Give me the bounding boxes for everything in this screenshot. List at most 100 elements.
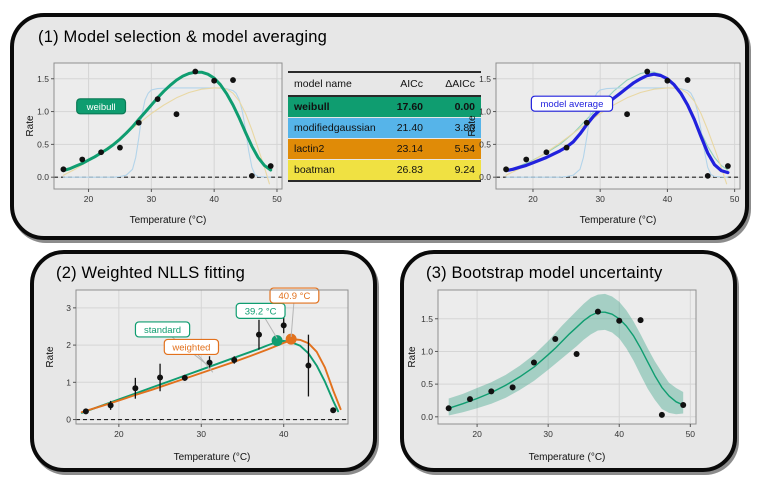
svg-text:40: 40: [209, 194, 219, 204]
data-point: [107, 402, 114, 409]
panel-3-title: (3) Bootstrap model uncertainty: [426, 264, 663, 282]
cell-aicc: 17.60: [396, 101, 423, 113]
svg-text:1.5: 1.5: [421, 314, 433, 324]
data-point: [154, 96, 161, 102]
cell-delta-aicc: 5.54: [454, 143, 475, 155]
data-point: [98, 149, 105, 156]
data-point: [637, 317, 644, 324]
svg-text:40: 40: [615, 429, 625, 439]
data-point: [248, 172, 255, 179]
svg-text:3: 3: [66, 303, 71, 313]
y-axis-label: Rate: [45, 346, 56, 368]
data-point: [211, 77, 218, 84]
series-lactin2-faint: [505, 87, 728, 185]
svg-text:0.0: 0.0: [37, 172, 49, 182]
annotation-box: [134, 321, 191, 338]
header-model-name: model name: [294, 78, 352, 90]
svg-text:0: 0: [66, 415, 71, 425]
axis-tick-labels: 20 30 40 50 0.0 0.5 1.0 1.5: [421, 314, 695, 439]
data-point: [173, 111, 180, 118]
table-row-lactin2: lactin2 23.14 5.54: [288, 139, 481, 160]
plot-background: [76, 290, 348, 424]
y-axis-label: Rate: [25, 115, 36, 137]
plot-background: [496, 63, 740, 189]
data-point: [181, 374, 188, 381]
data-point: [79, 156, 86, 163]
data-point: [658, 411, 665, 418]
header-delta-aicc: ΔAICc: [445, 78, 475, 90]
data-point: [530, 359, 537, 366]
plot-frame: [75, 289, 349, 425]
data-point: [445, 405, 452, 412]
data-point: [230, 77, 236, 83]
data-point: [157, 374, 164, 381]
data-point: [60, 166, 67, 173]
svg-text:0.5: 0.5: [37, 139, 49, 149]
series-bootstrap-fit: [448, 311, 684, 410]
data-point: [594, 308, 601, 315]
svg-text:30: 30: [197, 429, 207, 439]
annotation-box: [530, 95, 614, 112]
data-point: [664, 77, 671, 84]
svg-text:1: 1: [66, 377, 71, 387]
model-average-chart: model average 20 30 40 50 0.0 0.5 1.0 1.5 Tempera…: [467, 62, 741, 226]
data-point: [135, 119, 142, 126]
series-model-average: [504, 72, 730, 175]
cell-aicc: 23.14: [396, 143, 423, 155]
data-point: [132, 385, 139, 392]
plot-frame: [495, 62, 741, 190]
data-point: [280, 322, 287, 329]
svg-text:50: 50: [272, 194, 282, 204]
annotation-box: [235, 302, 286, 319]
data-point: [255, 331, 262, 338]
cell-delta-aicc: 9.24: [454, 164, 475, 176]
annotation-box: [76, 98, 127, 115]
svg-text:1.0: 1.0: [479, 107, 491, 117]
x-axis-label: Temperature (°C): [174, 452, 251, 463]
cell-delta-aicc: 3.80: [454, 122, 475, 134]
gridlines: [438, 290, 696, 424]
plot-background: [438, 290, 696, 424]
svg-text:0.5: 0.5: [479, 139, 491, 149]
svg-text:20: 20: [472, 429, 482, 439]
axis-tick-labels: 20 30 40 50 0.0 0.5 1.0 1.5: [37, 74, 282, 204]
data-point: [305, 362, 312, 369]
data-point: [573, 351, 580, 358]
svg-text:30: 30: [595, 194, 605, 204]
annotation-box: [269, 287, 320, 304]
cell-model-name: weibull: [294, 101, 330, 113]
svg-text:20: 20: [114, 429, 124, 439]
svg-text:50: 50: [730, 194, 740, 204]
model-selection-chart: weibull 20 30 40 50 0.0 0.5 1.0 1.5 Temperature (…: [25, 62, 283, 226]
svg-text:1.0: 1.0: [37, 107, 49, 117]
axis-ticks: [493, 78, 736, 192]
series-standard: [80, 340, 340, 414]
data-point: [725, 163, 731, 169]
svg-text:2: 2: [66, 340, 71, 350]
series-weibull: [61, 70, 273, 173]
cell-model-name: boatman: [294, 164, 335, 176]
data-point: [231, 356, 238, 363]
series-modifiedgaussian-faint: [505, 87, 729, 178]
cell-model-name: modifiedgaussian: [294, 122, 376, 134]
axis-ticks: [51, 78, 278, 192]
annotation-label: weibull: [86, 102, 116, 113]
annotation-label: 39.2 °C: [245, 306, 277, 317]
plot-frame: [437, 289, 697, 425]
data-point: [644, 68, 651, 75]
svg-text:20: 20: [84, 194, 94, 204]
svg-text:0.0: 0.0: [479, 172, 491, 182]
svg-text:50: 50: [686, 429, 696, 439]
y-axis-label: Rate: [467, 115, 478, 137]
x-axis-label: Temperature (°C): [580, 215, 657, 226]
svg-text:1.5: 1.5: [479, 74, 491, 84]
series-modifiedgaussian: [62, 87, 272, 178]
svg-text:40: 40: [663, 194, 673, 204]
svg-text:20: 20: [528, 194, 538, 204]
y-axis-label: Rate: [407, 346, 418, 368]
data-point: [503, 166, 509, 173]
panel-2-title: (2) Weighted NLLS fitting: [56, 264, 246, 282]
cell-aicc: 21.40: [396, 122, 423, 134]
aic-table-header: model name AICc ΔAICc: [288, 73, 481, 97]
header-aicc: AICc: [400, 78, 423, 90]
